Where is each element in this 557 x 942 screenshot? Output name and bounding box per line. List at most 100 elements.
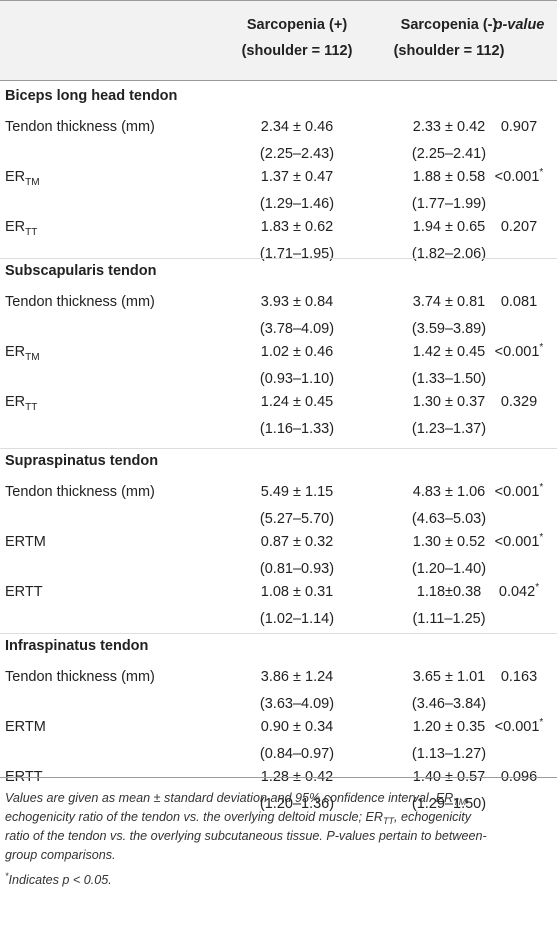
col-header-sarcopenia-plus: Sarcopenia (+): [246, 17, 348, 33]
cell-p-value: <0.001*: [481, 167, 557, 188]
footnote-line-3: ratio of the tendon vs. the overlying su…: [5, 829, 487, 843]
cell-sarcopenia-plus-ci: (1.29–1.46): [259, 196, 335, 212]
row-label: ERTM: [5, 718, 46, 738]
cell-sarcopenia-minus-ci: (1.82–2.06): [411, 246, 487, 262]
top-rule: [0, 0, 557, 1]
cell-sarcopenia-plus-ci: (1.16–1.33): [259, 421, 335, 437]
cell-sarcopenia-plus-mean: 0.87 ± 0.32: [260, 534, 334, 550]
row-label-text: Tendon thickness (mm): [5, 484, 155, 500]
row-label-base: ER: [5, 169, 26, 185]
cell-p-value: 0.907: [481, 118, 557, 138]
cell-sarcopenia-plus-ci: (3.78–4.09): [259, 321, 335, 337]
row-label: ERTT: [5, 393, 37, 413]
p-value-text: 0.907: [500, 119, 538, 135]
cell-sarcopenia-plus-mean: 0.90 ± 0.34: [260, 719, 334, 735]
p-value-text: 0.163: [500, 669, 538, 685]
section-divider: [0, 258, 557, 259]
table-header-band: [0, 0, 557, 80]
cell-sarcopenia-minus-mean: 2.33 ± 0.42: [412, 119, 486, 135]
cell-p-value: 0.329: [481, 393, 557, 413]
row-label-subscript: TT: [25, 402, 38, 413]
p-value-text: 0.329: [500, 394, 538, 410]
cell-sarcopenia-minus-ci: (2.25–2.41): [411, 146, 487, 162]
row-label: ERTT: [5, 583, 43, 603]
footnote-line-2: echogenicity ratio of the tendon vs. the…: [5, 810, 472, 826]
row-label-text: Tendon thickness (mm): [5, 294, 155, 310]
p-value-text: 0.207: [500, 219, 538, 235]
cell-sarcopenia-minus-ci: (1.11–1.25): [412, 611, 486, 627]
row-label-base: ER: [5, 219, 26, 235]
cell-sarcopenia-minus-ci: (1.23–1.37): [411, 421, 487, 437]
row-label-text: Tendon thickness (mm): [5, 119, 155, 135]
cell-sarcopenia-plus-ci: (1.02–1.14): [259, 611, 335, 627]
cell-sarcopenia-minus-ci: (3.59–3.89): [411, 321, 487, 337]
row-label: ERTM: [5, 168, 40, 188]
row-label-text: ERTM: [5, 719, 46, 735]
cell-sarcopenia-minus-mean: 1.30 ± 0.52: [412, 534, 486, 550]
cell-sarcopenia-plus-mean: 1.37 ± 0.47: [260, 169, 334, 185]
cell-sarcopenia-minus-ci: (1.13–1.27): [411, 746, 487, 762]
cell-sarcopenia-plus-mean: 5.49 ± 1.15: [260, 484, 334, 500]
cell-sarcopenia-minus-mean: 1.88 ± 0.58: [412, 169, 486, 185]
cell-p-value: 0.207: [481, 218, 557, 238]
p-value-text: 0.081: [500, 294, 538, 310]
col-header-sarcopenia-plus-n: (shoulder = 112): [241, 43, 353, 59]
significance-star: *: [539, 717, 544, 728]
cell-sarcopenia-minus-ci: (1.20–1.40): [411, 561, 487, 577]
cell-sarcopenia-plus-ci: (1.71–1.95): [259, 246, 335, 262]
cell-p-value: <0.001*: [481, 342, 557, 363]
cell-sarcopenia-minus-ci: (4.63–5.03): [411, 511, 487, 527]
bottom-rule: [0, 777, 557, 778]
row-label-text: Tendon thickness (mm): [5, 669, 155, 685]
row-label: Tendon thickness (mm): [5, 483, 155, 503]
section-title: Subscapularis tendon: [5, 263, 157, 279]
col-header-sarcopenia-minus-n: (shoulder = 112): [393, 43, 505, 59]
row-label-text: ERTT: [5, 584, 43, 600]
cell-p-value: <0.001*: [481, 532, 557, 553]
cell-sarcopenia-minus-ci: (1.77–1.99): [411, 196, 487, 212]
section-title: Biceps long head tendon: [5, 88, 178, 104]
cell-p-value: 0.096: [481, 768, 557, 788]
significance-star: *: [539, 342, 544, 353]
cell-sarcopenia-plus-mean: 3.93 ± 0.84: [260, 294, 334, 310]
cell-sarcopenia-plus-mean: 2.34 ± 0.46: [260, 119, 334, 135]
row-label: Tendon thickness (mm): [5, 118, 155, 138]
cell-sarcopenia-minus-mean: 1.42 ± 0.45: [412, 344, 486, 360]
footnote-line-4: group comparisons.: [5, 848, 116, 862]
cell-sarcopenia-minus-mean: 1.94 ± 0.65: [412, 219, 486, 235]
cell-p-value: <0.001*: [481, 717, 557, 738]
row-label-subscript: TM: [25, 352, 40, 363]
cell-sarcopenia-plus-mean: 1.08 ± 0.31: [260, 584, 334, 600]
cell-p-value: 0.163: [481, 668, 557, 688]
p-value-text: 0.042: [498, 584, 536, 600]
significance-star: *: [539, 532, 544, 543]
cell-sarcopenia-plus-ci: (3.63–4.09): [259, 696, 335, 712]
row-label: Tendon thickness (mm): [5, 293, 155, 313]
row-label: ERTM: [5, 533, 46, 553]
cell-sarcopenia-plus-ci: (0.81–0.93): [259, 561, 335, 577]
row-label-base: ER: [5, 394, 26, 410]
cell-sarcopenia-plus-ci: (0.93–1.10): [259, 371, 335, 387]
row-label: ERTM: [5, 343, 40, 363]
col-header-p-value: p-value: [493, 17, 545, 33]
cell-sarcopenia-minus-mean: 1.20 ± 0.35: [412, 719, 486, 735]
cell-sarcopenia-plus-mean: 3.86 ± 1.24: [260, 669, 334, 685]
cell-sarcopenia-plus-mean: 1.83 ± 0.62: [260, 219, 334, 235]
p-value-text: <0.001: [494, 169, 540, 185]
col-header-sarcopenia-minus: Sarcopenia (-): [400, 17, 498, 33]
section-title: Supraspinatus tendon: [5, 453, 159, 469]
footnote-line-1: Values are given as mean ± standard devi…: [5, 791, 470, 807]
cell-sarcopenia-minus-mean: 3.65 ± 1.01: [412, 669, 486, 685]
row-label-subscript: TT: [25, 227, 38, 238]
cell-sarcopenia-minus-mean: 3.74 ± 0.81: [412, 294, 486, 310]
cell-sarcopenia-plus-ci: (2.25–2.43): [259, 146, 335, 162]
p-value-text: <0.001: [494, 719, 540, 735]
p-value-text: <0.001: [494, 344, 540, 360]
cell-sarcopenia-plus-ci: (1.20–1.36): [259, 796, 335, 812]
p-value-text: <0.001: [494, 534, 540, 550]
cell-p-value: <0.001*: [481, 482, 557, 503]
significance-star: *: [539, 167, 544, 178]
cell-sarcopenia-minus-mean: 1.18±0.38: [416, 584, 482, 600]
cell-sarcopenia-minus-ci: (1.33–1.50): [411, 371, 487, 387]
section-divider: [0, 633, 557, 634]
